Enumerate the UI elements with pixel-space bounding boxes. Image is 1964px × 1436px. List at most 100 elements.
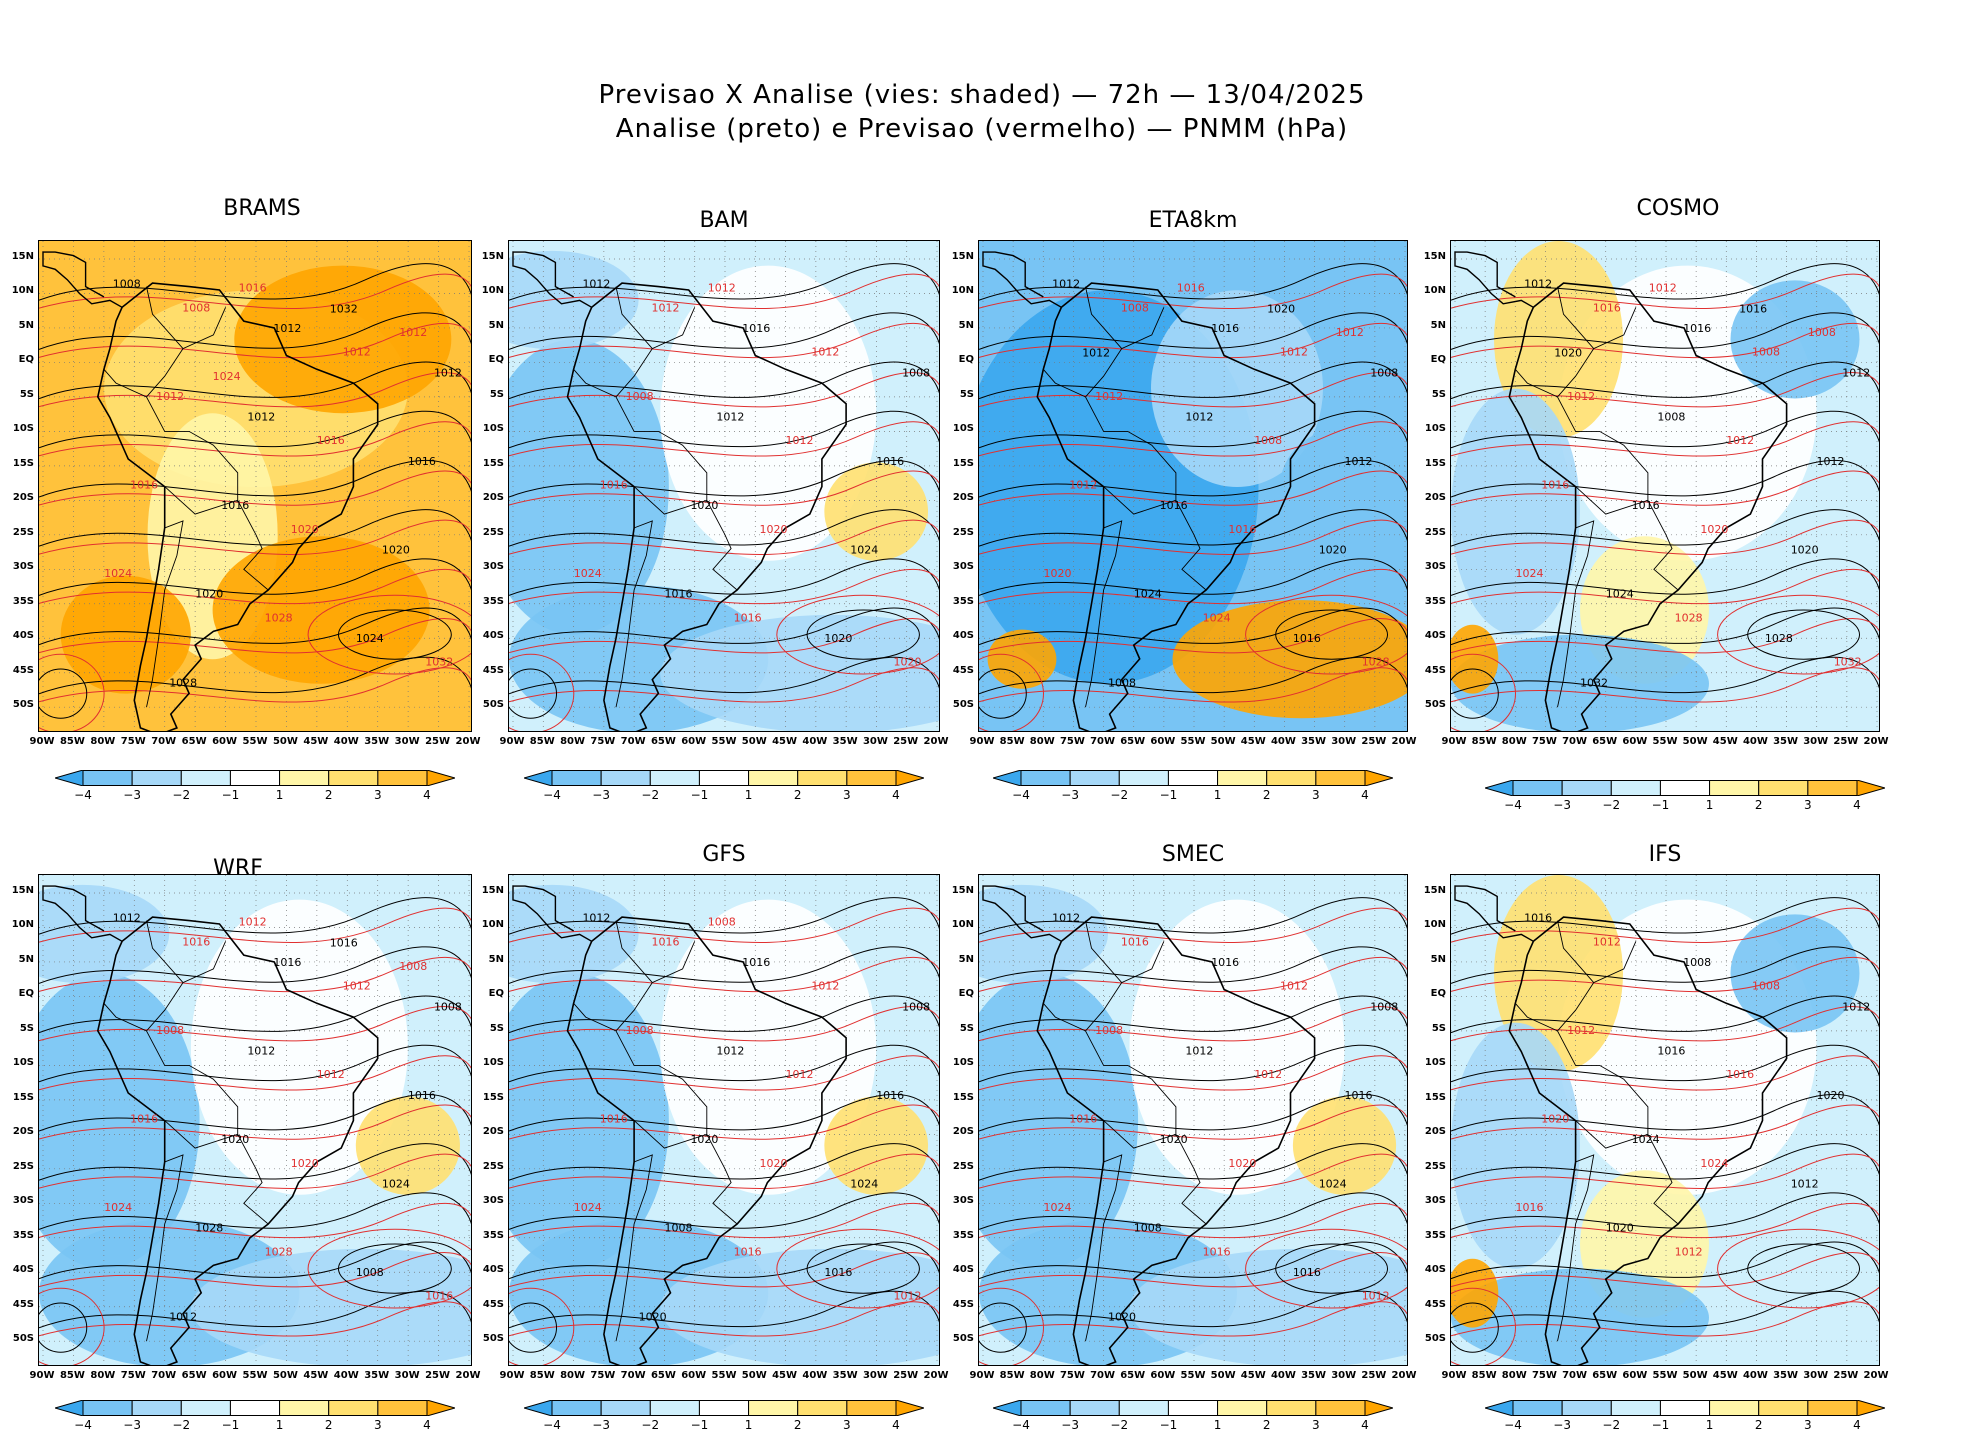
colorbar-swatch xyxy=(1709,1400,1760,1416)
lat-tick-label: 20S xyxy=(952,1126,974,1138)
isobar-analysis xyxy=(39,460,471,498)
map-frame: 1016 1008 1012 1016 1020 1024 1012 1020 1012 1008… xyxy=(1450,874,1880,1366)
contour-label-analysis: 1024 xyxy=(850,543,878,556)
isobar-high-oval xyxy=(1245,594,1407,675)
isobar-high-oval xyxy=(979,653,1044,731)
lon-tick-label: 35W xyxy=(1773,736,1799,747)
contour-label-analysis: 1016 xyxy=(408,1089,436,1102)
lon-tick-label: 30W xyxy=(1803,736,1829,747)
colorbar-extend-low xyxy=(1483,1399,1514,1417)
isobar-high-oval xyxy=(1451,1302,1499,1353)
country-border xyxy=(1647,1134,1679,1225)
contour-label-analysis: 1012 xyxy=(273,322,301,335)
contour-label-analysis: 1012 xyxy=(1052,912,1080,925)
lon-tick-label: 70W xyxy=(620,1370,646,1381)
contour-label-analysis: 1008 xyxy=(113,278,141,291)
contour-label-forecast: 1024 xyxy=(104,567,132,580)
contour-label-forecast: 1012 xyxy=(811,346,839,359)
lat-tick-label: 10N xyxy=(11,285,34,297)
contour-label-forecast: 1020 xyxy=(760,523,788,536)
coastline-central-america xyxy=(1454,251,1534,308)
contour-label-analysis: 1020 xyxy=(1554,347,1582,360)
lat-tick-label: 10S xyxy=(482,1057,504,1069)
lon-tick-label: 70W xyxy=(1090,1370,1116,1381)
country-border xyxy=(615,1154,653,1342)
bias-blob xyxy=(509,884,639,984)
colorbar-tick-label: −2 xyxy=(172,1418,191,1432)
colorbar-swatch xyxy=(377,770,428,786)
isobar-forecast xyxy=(979,1104,1407,1140)
contour-label-forecast: 1028 xyxy=(265,1245,293,1258)
lat-tick-label: 35S xyxy=(1424,1229,1446,1241)
isobar-forecast xyxy=(1451,1104,1879,1140)
colorbar-tick-label: −1 xyxy=(1651,798,1670,812)
colorbar-swatch xyxy=(1315,1400,1366,1416)
isobar-forecast xyxy=(509,1006,939,1042)
lat-tick-label: 10N xyxy=(481,285,504,297)
colorbar-tick-label: −2 xyxy=(1602,1418,1621,1432)
country-border xyxy=(1085,286,1123,349)
contour-label-forecast: 1020 xyxy=(893,656,921,669)
lon-tick-label: 50W xyxy=(1682,1370,1708,1381)
lat-tick-label: 40S xyxy=(12,630,34,642)
lat-tick-label: EQ xyxy=(958,988,974,1000)
contour-label-analysis: 1024 xyxy=(1606,588,1634,601)
lon-tick-label: 65W xyxy=(1120,1370,1146,1381)
colorbar-swatch xyxy=(82,770,133,786)
isobar-forecast xyxy=(509,1153,939,1189)
lon-tick-label: 90W xyxy=(1441,1370,1467,1381)
colorbar-extend-low xyxy=(522,769,553,787)
lat-tick-label: 5N xyxy=(1430,953,1446,965)
contour-label-forecast: 1020 xyxy=(760,1157,788,1170)
colorbar-swatches xyxy=(53,1399,457,1417)
lon-tick-label: 60W xyxy=(1622,736,1648,747)
contour-label-forecast: 1016 xyxy=(1516,1201,1544,1214)
colorbar-swatch xyxy=(1807,780,1858,796)
isobar-analysis xyxy=(979,410,1407,449)
isobar-high-oval xyxy=(979,668,1027,719)
colorbar-swatch xyxy=(748,1400,799,1416)
colorbar-tick-label: 2 xyxy=(1754,1418,1763,1432)
colorbar-tick-label: 1 xyxy=(275,1418,284,1432)
isobar-forecast xyxy=(979,956,1407,993)
map-frame: 1012 1016 1008 1012 1016 1020 1024 1016 1020 1012… xyxy=(508,240,940,732)
colorbar-tick-label: −4 xyxy=(1504,798,1522,812)
isobar-analysis xyxy=(509,1094,939,1132)
lat-tick-label: 5N xyxy=(958,953,974,965)
contour-label-analysis: 1016 xyxy=(665,588,693,601)
contour-label-forecast: 1008 xyxy=(1752,346,1780,359)
isobar-analysis xyxy=(1451,558,1879,596)
contour-label-analysis: 1012 xyxy=(434,366,462,379)
map-frame: 1012 1016 1012 1008 1012 1016 1020 1024 1028 1032… xyxy=(1450,240,1880,732)
lon-tick-label: 70W xyxy=(151,736,177,747)
contour-label-forecast: 1016 xyxy=(182,935,210,948)
isobar-analysis xyxy=(1451,263,1879,301)
isobar-forecast xyxy=(39,519,471,555)
bias-map: 1012 1016 1008 1012 1016 1020 1024 1008 1016 1020… xyxy=(509,875,939,1365)
map-frame: 1012 1016 1008 1012 1012 1016 1020 1024 1016 1008… xyxy=(978,240,1408,732)
lon-tick-label: 45W xyxy=(1240,1370,1266,1381)
bias-blob xyxy=(1172,600,1407,719)
contour-label-analysis: 1012 xyxy=(1842,1000,1870,1013)
colorbar: −4 −3 −2 −1 1 2 3 4 xyxy=(1483,1399,1887,1436)
isobar-analysis xyxy=(979,1192,1407,1230)
contour-label-forecast: 1016 xyxy=(1541,478,1569,491)
country-border xyxy=(1084,307,1177,515)
lat-tick-label: 30S xyxy=(1424,561,1446,573)
contour-label-analysis: 1024 xyxy=(382,1177,410,1190)
lon-tick-label: 90W xyxy=(1441,736,1467,747)
contour-label-forecast: 1016 xyxy=(1726,1068,1754,1081)
lon-tick-label: 25W xyxy=(1833,1370,1859,1381)
colorbar-tick-label: 3 xyxy=(1312,788,1320,802)
isobar-analysis xyxy=(979,312,1407,350)
isobar-high-oval xyxy=(776,1228,939,1309)
isobar-high-oval xyxy=(509,668,558,719)
isobar-analysis xyxy=(1451,1241,1879,1280)
colorbar-swatch xyxy=(1758,1400,1809,1416)
lon-tick-label: 90W xyxy=(29,1370,55,1381)
colorbar-tick-label: 1 xyxy=(1213,1418,1222,1432)
contour-label-forecast: 1016 xyxy=(425,1290,453,1303)
colorbar-swatch xyxy=(1118,770,1169,786)
isobar-forecast xyxy=(1451,470,1879,506)
isobar-forecast xyxy=(509,1202,939,1239)
